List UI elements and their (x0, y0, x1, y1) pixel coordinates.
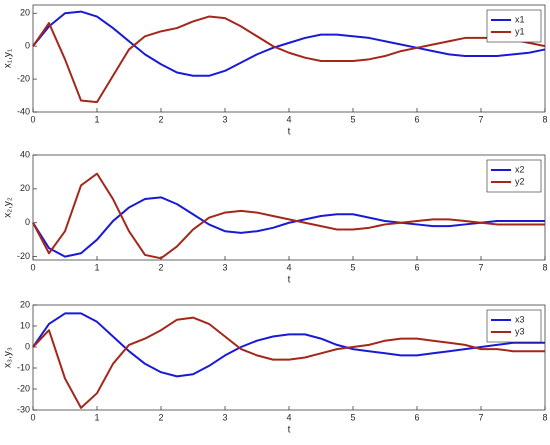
line (32, 196, 545, 258)
x-tick-label: 4 (286, 262, 291, 272)
x-tick-label: 2 (158, 262, 163, 272)
x-tick-label: 8 (542, 412, 547, 422)
x-tick-label: 7 (478, 262, 483, 272)
y-axis-label: x₂,y₂ (3, 197, 14, 218)
y-tick-label: -20 (17, 383, 30, 393)
legend-box (486, 9, 542, 43)
axes-box (32, 154, 546, 261)
y-tick-label: 0 (25, 41, 30, 51)
line (32, 312, 545, 378)
legend-box (486, 309, 542, 343)
x-tick-label: 3 (222, 114, 227, 124)
legend-label: x3 (515, 314, 525, 324)
line (32, 172, 545, 260)
x-tick-label: 0 (30, 412, 35, 422)
x-tick-label: 7 (478, 114, 483, 124)
x-tick-label: 1 (94, 114, 99, 124)
legend-label: y2 (515, 176, 525, 186)
x-tick-label: 3 (222, 412, 227, 422)
axes-box (32, 4, 546, 113)
x-axis-label: t (288, 425, 291, 436)
x-tick-label: 3 (222, 262, 227, 272)
x-tick-label: 6 (414, 114, 419, 124)
y-tick-label: 0 (25, 217, 30, 227)
x-tick-label: 0 (30, 114, 35, 124)
line (32, 15, 546, 104)
y-tick-label: -20 (17, 73, 30, 83)
x-tick-label: 5 (350, 412, 355, 422)
x-tick-label: 6 (414, 262, 419, 272)
y-tick-label: 40 (20, 149, 30, 159)
axes-box (32, 304, 546, 411)
y-tick-label: 10 (20, 320, 30, 330)
y-tick-label: 20 (20, 8, 30, 18)
y-axis-label: x₁,y₁ (3, 48, 14, 68)
x-tick-label: 1 (94, 262, 99, 272)
y-axis-label: x₃,y₃ (3, 347, 14, 368)
x-tick-label: 4 (286, 114, 291, 124)
y-tick-label: -40 (17, 106, 30, 116)
x-tick-label: 6 (414, 412, 419, 422)
line (32, 316, 545, 409)
y-tick-label: 20 (20, 299, 30, 309)
y-tick-label: -20 (17, 251, 30, 261)
x-tick-label: 0 (30, 262, 35, 272)
x-tick-label: 8 (542, 114, 547, 124)
x-tick-label: 5 (350, 262, 355, 272)
x-tick-label: 2 (158, 114, 163, 124)
legend-label: x1 (515, 14, 525, 24)
line (32, 10, 546, 77)
x-tick-label: 1 (94, 412, 99, 422)
y-tick-label: -30 (17, 404, 30, 414)
legend-label: y3 (515, 326, 525, 336)
x-tick-label: 8 (542, 262, 547, 272)
x-tick-label: 2 (158, 412, 163, 422)
x-tick-label: 5 (350, 114, 355, 124)
x-axis-label: t (288, 127, 291, 138)
x-tick-label: 4 (286, 412, 291, 422)
y-tick-label: 0 (25, 341, 30, 351)
y-tick-label: -10 (17, 362, 30, 372)
legend-label: y1 (515, 26, 525, 36)
legend-box (486, 159, 542, 193)
x-tick-label: 7 (478, 412, 483, 422)
y-tick-label: 20 (20, 183, 30, 193)
x-axis-label: t (288, 275, 291, 286)
legend-label: x2 (515, 164, 525, 174)
